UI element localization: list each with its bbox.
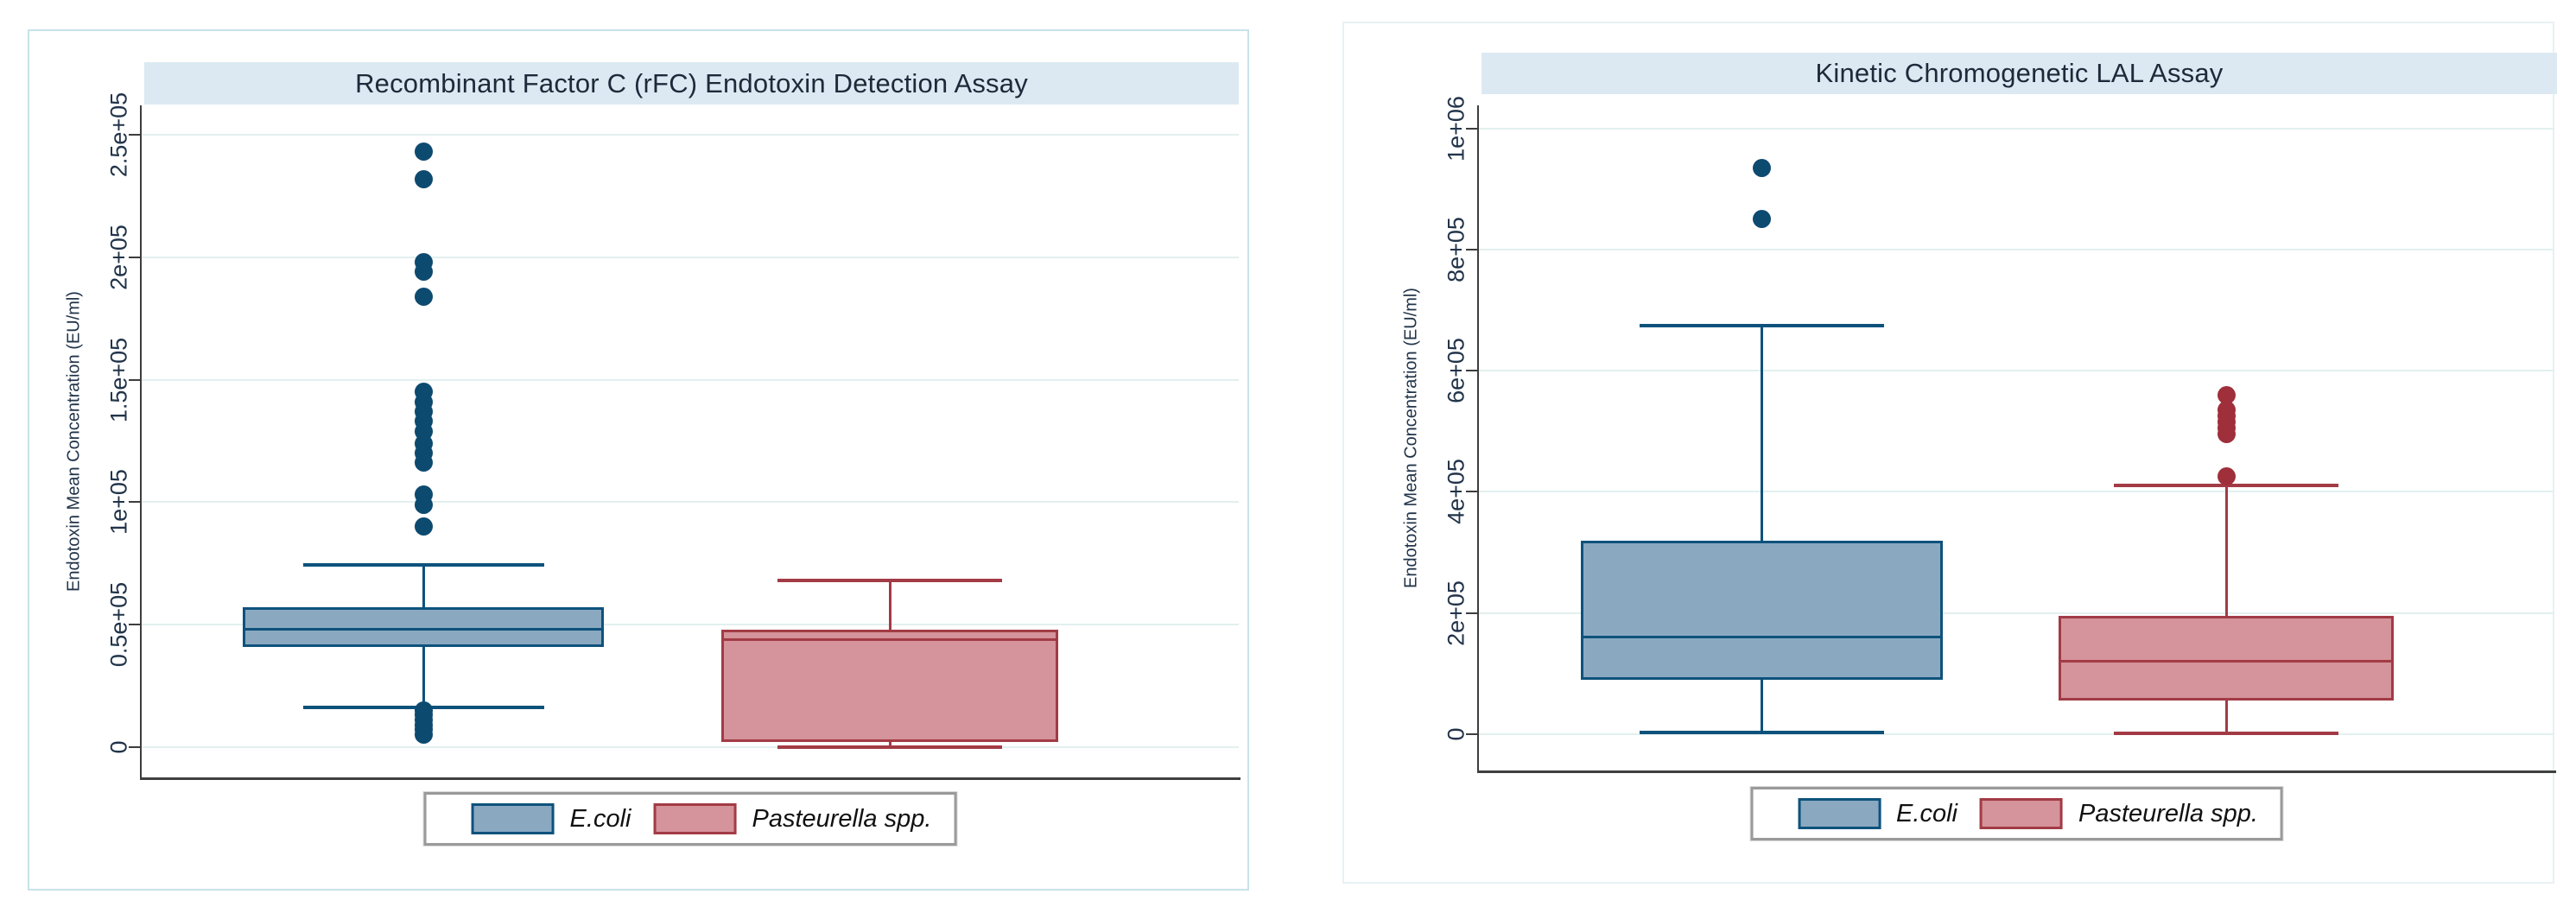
legend-swatch-ecoli bbox=[471, 803, 555, 834]
gridline bbox=[142, 378, 1239, 381]
y-tick-label: 8e+05 bbox=[1443, 216, 1469, 282]
upper-whisker-line bbox=[2224, 485, 2228, 617]
outlier-dot bbox=[1752, 158, 1771, 177]
upper-whisker-line bbox=[1760, 325, 1763, 541]
legend: E.coli Pasteurella spp. bbox=[423, 792, 957, 846]
upper-whisker-cap bbox=[777, 579, 1003, 583]
y-tick-mark bbox=[1466, 370, 1477, 372]
chart-figure-rfc: Endotoxin Mean Concentration (EU/ml) Rec… bbox=[28, 29, 1249, 891]
chart-title: Kinetic Chromogenetic LAL Assay bbox=[1815, 58, 2224, 88]
y-tick-label: 2e+05 bbox=[105, 224, 132, 290]
lower-whisker-line bbox=[2224, 701, 2228, 734]
y-tick-mark bbox=[1466, 732, 1477, 735]
y-tick-label: 0 bbox=[105, 740, 132, 754]
outlier-dot bbox=[2217, 385, 2236, 404]
gridline bbox=[1479, 370, 2554, 372]
lower-whisker-cap bbox=[777, 745, 1003, 749]
legend-swatch-pasteurella bbox=[1979, 798, 2063, 829]
y-tick-label: 1e+06 bbox=[1443, 95, 1469, 162]
outlier-dot bbox=[414, 143, 433, 162]
median-line bbox=[721, 637, 1059, 641]
gridline bbox=[1479, 127, 2554, 130]
lower-whisker-cap bbox=[2114, 732, 2339, 736]
x-axis-line bbox=[140, 777, 1240, 780]
box bbox=[1580, 540, 1944, 680]
chart-title: Recombinant Factor C (rFC) Endotoxin Det… bbox=[355, 67, 1028, 98]
gridline bbox=[142, 256, 1239, 258]
upper-whisker-cap bbox=[1640, 323, 1884, 327]
plot-area: 0 0.5e+05 1e+05 1.5e+05 2e+05 2.5e+05 bbox=[106, 92, 1240, 780]
chart-figure-lal: Endotoxin Mean Concentration (EU/ml) Kin… bbox=[1342, 22, 2557, 884]
gridline bbox=[142, 745, 1239, 748]
y-axis-title: Endotoxin Mean Concentration (EU/ml) bbox=[64, 291, 84, 592]
box bbox=[721, 629, 1059, 743]
legend-swatch-ecoli bbox=[1798, 798, 1881, 829]
y-tick-mark bbox=[1466, 127, 1477, 130]
outlier-dot bbox=[414, 726, 433, 745]
legend-label-ecoli: E.coli bbox=[569, 804, 631, 833]
y-axis-title: Endotoxin Mean Concentration (EU/ml) bbox=[1401, 288, 1421, 588]
y-tick-label: 0 bbox=[1443, 727, 1469, 741]
chart-title-band: Recombinant Factor C (rFC) Endotoxin Det… bbox=[144, 62, 1239, 105]
legend-label-pasteurella: Pasteurella spp. bbox=[2078, 799, 2258, 827]
lower-whisker-line bbox=[888, 742, 891, 747]
y-tick-mark bbox=[129, 134, 140, 136]
median-line bbox=[243, 628, 605, 631]
y-tick-label: 4e+05 bbox=[1443, 459, 1469, 525]
y-axis-line bbox=[140, 105, 142, 777]
chart-title-band: Kinetic Chromogenetic LAL Assay bbox=[1482, 53, 2557, 94]
upper-whisker-line bbox=[888, 580, 891, 630]
gridline bbox=[142, 624, 1239, 626]
legend: E.coli Pasteurella spp. bbox=[1750, 787, 2283, 840]
gridline bbox=[1479, 248, 2554, 250]
y-tick-label: 0.5e+05 bbox=[105, 581, 132, 668]
gridline bbox=[142, 134, 1239, 136]
legend-label-pasteurella: Pasteurella spp. bbox=[752, 804, 932, 833]
outlier-dot bbox=[414, 287, 433, 306]
outlier-dot bbox=[414, 453, 433, 472]
lower-whisker-line bbox=[422, 646, 425, 708]
outlier-dot bbox=[414, 169, 433, 188]
y-tick-label: 1.5e+05 bbox=[105, 337, 132, 422]
outlier-dot bbox=[2217, 425, 2236, 444]
gridline bbox=[1479, 612, 2554, 614]
legend-swatch-pasteurella bbox=[653, 803, 737, 834]
outlier-dot bbox=[414, 263, 433, 282]
outlier-dot bbox=[414, 495, 433, 514]
gridline bbox=[1479, 491, 2554, 493]
median-line bbox=[2059, 660, 2395, 663]
y-tick-label: 2.5e+05 bbox=[105, 92, 132, 178]
y-tick-mark bbox=[1466, 248, 1477, 250]
gridline bbox=[142, 501, 1239, 504]
y-tick-label: 6e+05 bbox=[1443, 338, 1469, 404]
outlier-dot bbox=[414, 517, 433, 536]
upper-whisker-line bbox=[422, 564, 425, 608]
y-axis-line bbox=[1477, 105, 1479, 770]
lower-whisker-line bbox=[1760, 679, 1763, 732]
legend-label-ecoli: E.coli bbox=[1896, 799, 1957, 827]
y-tick-mark bbox=[129, 378, 140, 381]
plot-area: 0 2e+05 4e+05 6e+05 8e+05 1e+06 bbox=[1443, 96, 2556, 773]
lower-whisker-cap bbox=[1640, 730, 1884, 734]
y-tick-mark bbox=[129, 256, 140, 258]
y-tick-label: 2e+05 bbox=[1443, 580, 1469, 646]
upper-whisker-cap bbox=[302, 562, 545, 567]
box bbox=[243, 607, 605, 647]
x-axis-line bbox=[1477, 770, 2556, 773]
gridline bbox=[1479, 732, 2554, 735]
y-tick-label: 1e+05 bbox=[105, 469, 132, 536]
box bbox=[2059, 616, 2395, 701]
upper-whisker-cap bbox=[2114, 484, 2339, 488]
y-tick-mark bbox=[129, 501, 140, 504]
median-line bbox=[1580, 636, 1944, 639]
y-tick-mark bbox=[1466, 491, 1477, 493]
y-tick-mark bbox=[129, 745, 140, 748]
y-tick-mark bbox=[129, 624, 140, 626]
outlier-dot bbox=[1752, 210, 1771, 229]
outlier-dot bbox=[2217, 467, 2236, 486]
y-tick-mark bbox=[1466, 612, 1477, 614]
